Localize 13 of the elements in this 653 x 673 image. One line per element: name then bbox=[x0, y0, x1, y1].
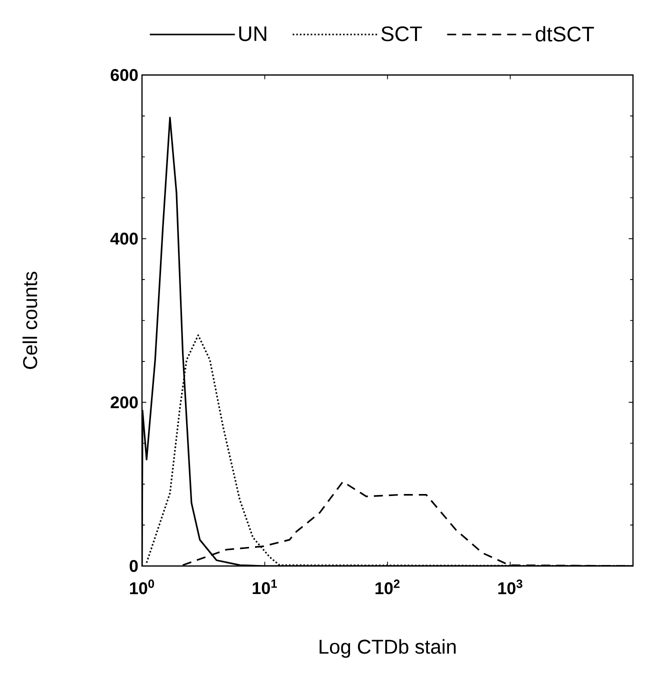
legend-label: SCT bbox=[381, 26, 422, 42]
legend-label: UN bbox=[239, 26, 266, 42]
x-tick-label: 10$^{0}$ bbox=[130, 580, 154, 594]
x-tick-label: 10$^{2}$ bbox=[376, 580, 400, 594]
y-axis-title: Cell counts bbox=[22, 272, 38, 369]
legend-label: dtSCT bbox=[536, 26, 594, 42]
y-tick-label: 200 bbox=[110, 396, 138, 408]
y-tick-label: 600 bbox=[110, 68, 138, 82]
y-tick-label: 0 bbox=[130, 560, 138, 572]
x-tick-label: 10$^{1}$ bbox=[252, 580, 277, 594]
y-tick-label: 400 bbox=[110, 232, 138, 245]
x-axis-title: Log CTDb stain bbox=[320, 639, 456, 658]
x-tick-label: 10$^{3}$ bbox=[498, 580, 522, 594]
